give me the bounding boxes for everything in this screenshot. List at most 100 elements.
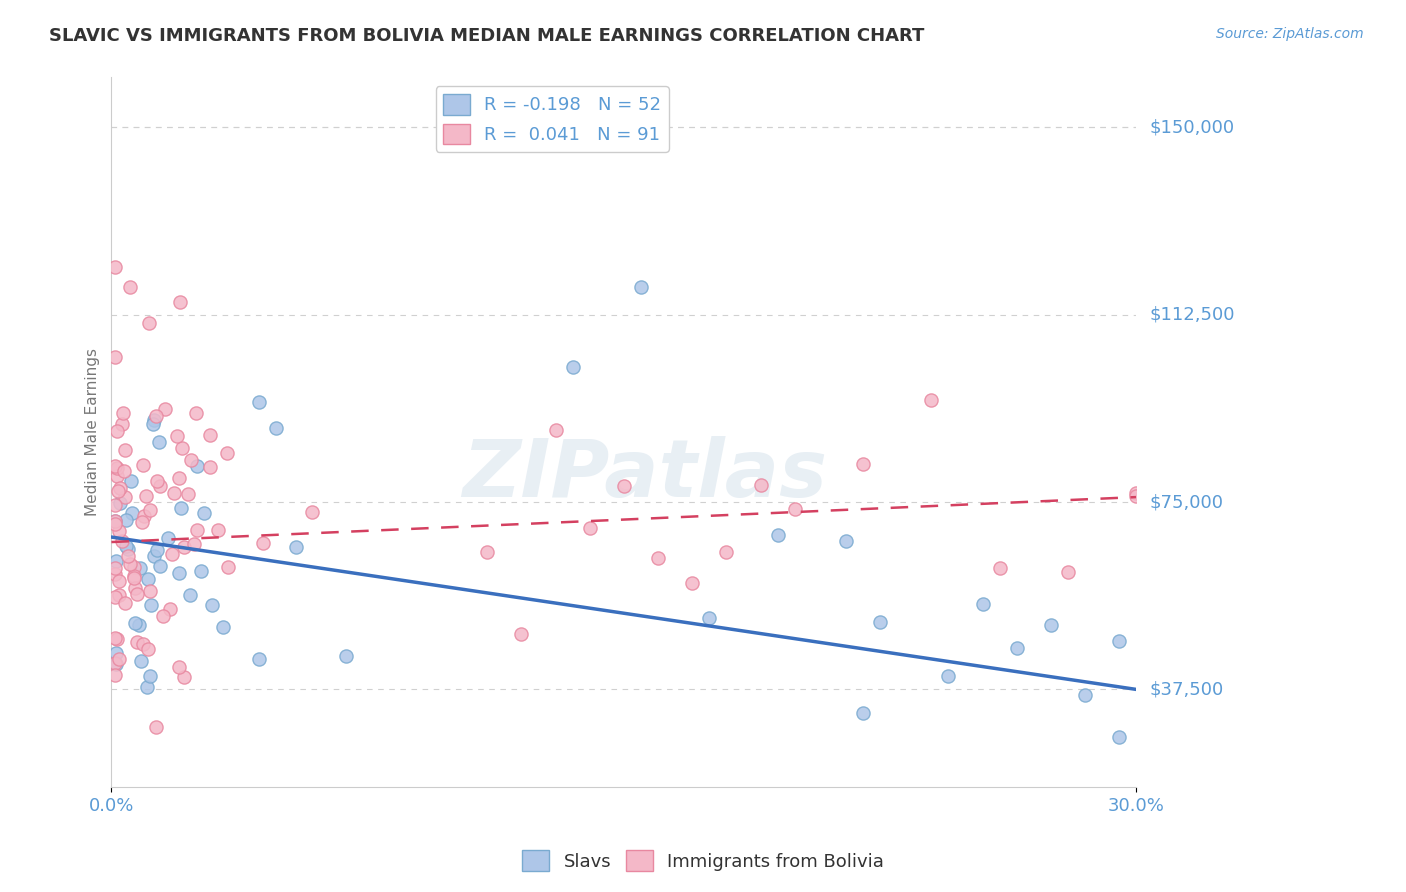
Point [186,524,208,538]
Point [477,544,499,558]
Point [114,539,136,553]
Point [134,508,156,523]
Point [104,632,127,646]
Point [135,680,157,694]
Point [193,507,215,521]
Point [247,652,270,666]
Point [561,360,583,375]
Point [146,543,169,558]
Point [180,453,202,467]
Point [124,581,146,595]
Point [145,720,167,734]
Point [105,554,128,568]
Point [111,406,134,420]
Point [107,588,129,602]
Point [105,424,128,438]
Point [869,615,891,630]
Point [335,649,357,664]
Point [114,490,136,504]
Point [104,514,127,528]
Point [169,295,191,310]
Text: $150,000: $150,000 [1150,119,1234,136]
Point [152,608,174,623]
Point [104,517,127,532]
Point [190,565,212,579]
Text: $75,000: $75,000 [1150,493,1225,511]
Point [183,536,205,550]
Point [1005,641,1028,656]
Point [128,617,150,632]
Point [139,583,162,598]
Point [122,569,145,583]
Point [167,471,190,485]
Point [131,515,153,529]
Point [108,524,131,538]
Point [207,524,229,538]
Point [118,557,141,571]
Point [120,474,142,488]
Point [247,394,270,409]
Point [111,534,134,549]
Point [578,521,600,535]
Point [138,572,160,586]
Point [142,417,165,432]
Point [124,615,146,630]
Point [104,498,127,512]
Text: Source: ZipAtlas.com: Source: ZipAtlas.com [1216,27,1364,41]
Point [104,350,127,364]
Point [138,317,160,331]
Point [139,669,162,683]
Point [146,475,169,489]
Point [284,540,307,554]
Point [105,469,128,483]
Point [104,260,127,275]
Point [148,434,170,449]
Point [544,423,567,437]
Text: ZIPatlas: ZIPatlas [461,435,827,514]
Point [117,541,139,556]
Point [852,458,875,472]
Point [149,479,172,493]
Point [166,429,188,443]
Point [647,550,669,565]
Point [217,446,239,460]
Point [163,486,186,500]
Point [111,417,134,431]
Point [170,500,193,515]
Point [104,668,127,682]
Point [125,635,148,649]
Point [972,597,994,611]
Point [783,502,806,516]
Point [108,496,131,510]
Point [186,459,208,474]
Point [160,547,183,561]
Point [145,409,167,424]
Point [217,560,239,574]
Point [108,574,131,588]
Point [1125,489,1147,503]
Point [177,487,200,501]
Point [988,561,1011,575]
Point [125,587,148,601]
Point [149,558,172,573]
Point [179,588,201,602]
Point [173,670,195,684]
Point [121,507,143,521]
Point [115,513,138,527]
Point [252,536,274,550]
Point [105,460,128,475]
Point [139,503,162,517]
Point [104,657,127,671]
Point [264,421,287,435]
Point [105,632,128,646]
Y-axis label: Median Male Earnings: Median Male Earnings [86,348,100,516]
Point [1074,688,1097,702]
Point [173,540,195,554]
Point [135,489,157,503]
Point [153,402,176,417]
Legend: Slavs, Immigrants from Bolivia: Slavs, Immigrants from Bolivia [515,843,891,879]
Point [198,427,221,442]
Point [1125,486,1147,500]
Point [105,646,128,660]
Point [104,514,127,528]
